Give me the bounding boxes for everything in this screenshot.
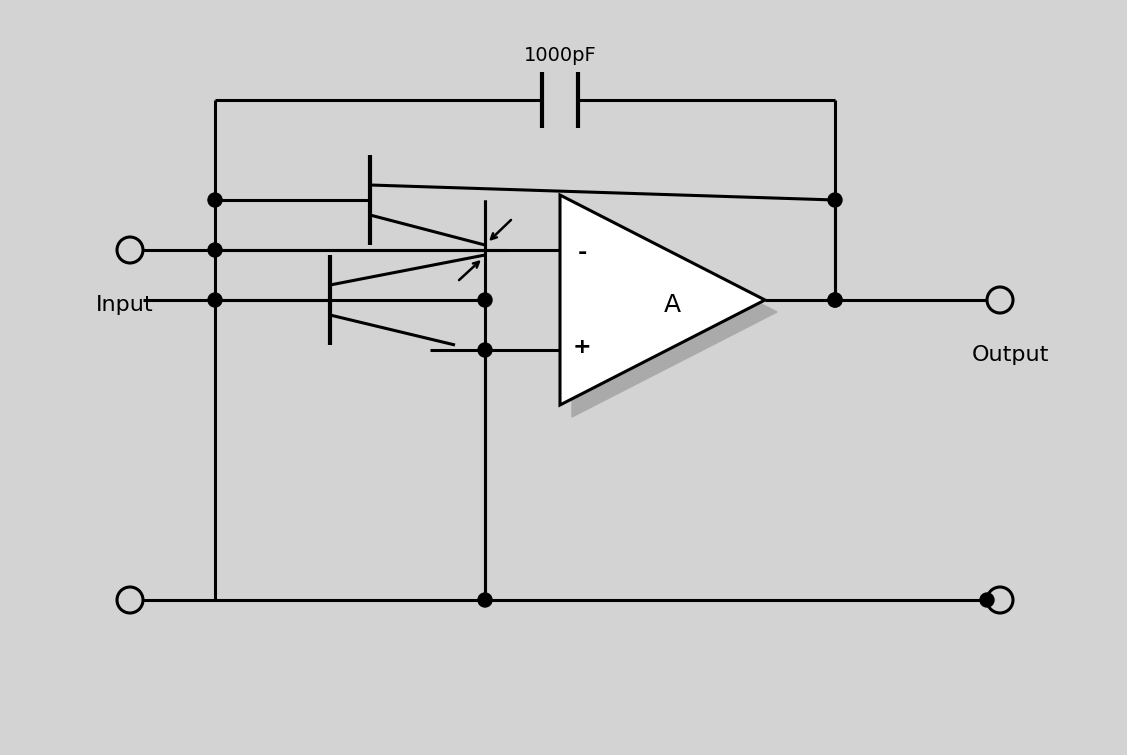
Circle shape [478,593,492,607]
Circle shape [980,593,994,607]
Circle shape [828,293,842,307]
Circle shape [828,293,842,307]
Circle shape [828,193,842,207]
Text: Output: Output [971,345,1049,365]
Text: A: A [664,293,681,317]
Circle shape [208,293,222,307]
Polygon shape [560,195,765,405]
Text: -: - [577,243,587,263]
Circle shape [208,243,222,257]
Circle shape [478,343,492,357]
Polygon shape [573,207,777,417]
Text: 1000pF: 1000pF [524,46,596,65]
Circle shape [208,193,222,207]
Text: Input: Input [96,295,153,315]
Circle shape [478,293,492,307]
Text: +: + [573,337,592,357]
